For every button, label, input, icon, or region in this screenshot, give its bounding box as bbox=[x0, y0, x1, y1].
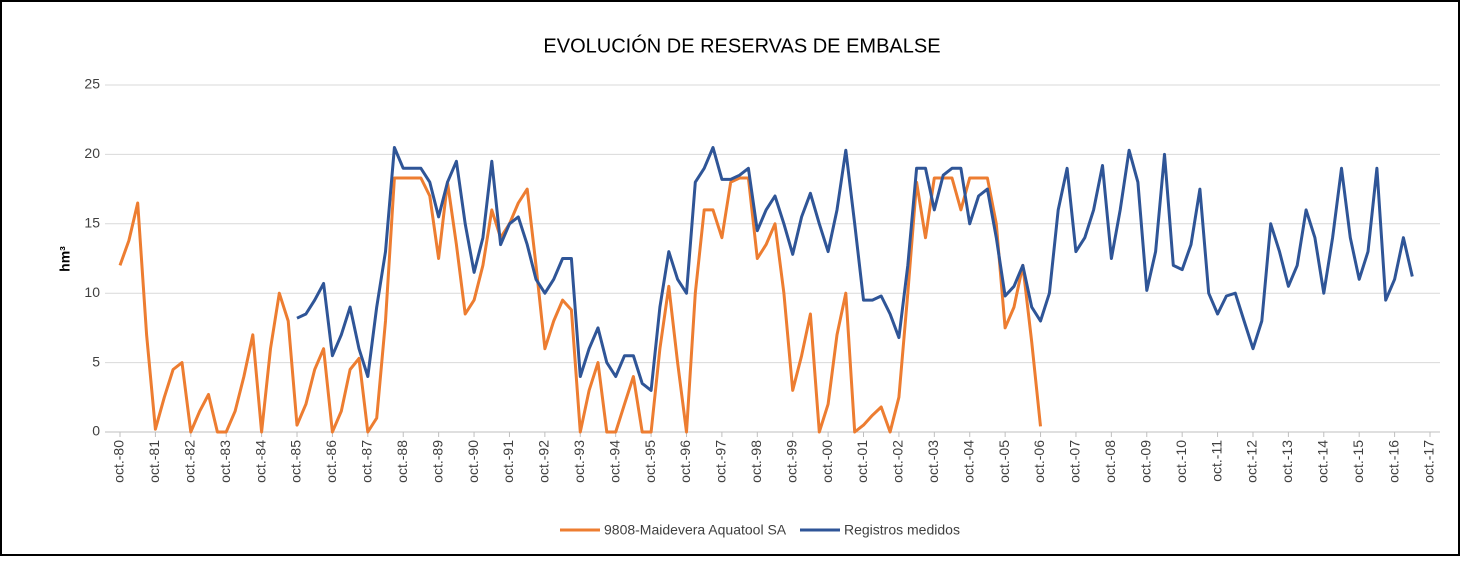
series-line bbox=[118, 176, 1042, 434]
x-tick-label: oct.-09 bbox=[1137, 440, 1153, 483]
x-tick-label: oct.-13 bbox=[1279, 440, 1295, 483]
x-tick-label: oct.-95 bbox=[642, 440, 658, 483]
x-tick-label: oct.-04 bbox=[960, 440, 976, 483]
x-tick-label: oct.-80 bbox=[111, 440, 127, 483]
x-tick-label: oct.-85 bbox=[288, 440, 304, 483]
x-tick-label: oct.-05 bbox=[996, 440, 1012, 483]
x-tick-label: oct.-81 bbox=[146, 440, 162, 483]
x-tick-label: oct.-82 bbox=[182, 440, 198, 483]
x-tick-label: oct.-11 bbox=[1208, 440, 1224, 482]
x-tick-label: oct.-98 bbox=[748, 440, 764, 483]
series-line bbox=[296, 146, 1414, 392]
x-tick-label: oct.-91 bbox=[500, 440, 516, 483]
x-tick-label: oct.-15 bbox=[1350, 440, 1366, 483]
x-tick-label: oct.-17 bbox=[1421, 440, 1437, 483]
x-tick-label: oct.-00 bbox=[819, 440, 835, 483]
y-tick-label: 0 bbox=[92, 423, 100, 439]
x-tick-label: oct.-03 bbox=[925, 440, 941, 483]
x-tick-label: oct.-07 bbox=[1067, 440, 1083, 483]
x-tick-label: oct.-94 bbox=[606, 440, 622, 483]
x-tick-label: oct.-88 bbox=[394, 440, 410, 483]
y-tick-label: 20 bbox=[84, 145, 100, 161]
x-tick-label: oct.-92 bbox=[536, 440, 552, 483]
x-tick-label: oct.-93 bbox=[571, 440, 587, 483]
x-tick-label: oct.-86 bbox=[323, 440, 339, 483]
y-tick-label: 15 bbox=[84, 215, 100, 231]
x-tick-label: oct.-16 bbox=[1385, 440, 1401, 483]
y-tick-label: 10 bbox=[84, 284, 100, 300]
x-tick-label: oct.-83 bbox=[217, 440, 233, 483]
x-tick-label: oct.-89 bbox=[429, 440, 445, 483]
legend-label: Registros medidos bbox=[844, 522, 960, 538]
x-tick-label: oct.-97 bbox=[713, 440, 729, 483]
x-tick-label: oct.-84 bbox=[252, 440, 268, 483]
chart-title: EVOLUCIÓN DE RESERVAS DE EMBALSE bbox=[543, 34, 940, 57]
x-tick-label: oct.-14 bbox=[1314, 440, 1330, 483]
y-tick-label: 5 bbox=[92, 353, 100, 369]
x-tick-label: oct.-02 bbox=[890, 440, 906, 483]
y-tick-label: 25 bbox=[84, 76, 100, 92]
x-tick-label: oct.-87 bbox=[359, 440, 375, 483]
x-tick-label: oct.-96 bbox=[677, 440, 693, 483]
x-tick-label: oct.-10 bbox=[1173, 440, 1189, 483]
x-tick-label: oct.-08 bbox=[1102, 440, 1118, 483]
x-tick-label: oct.-01 bbox=[854, 440, 870, 483]
x-tick-label: oct.-06 bbox=[1031, 440, 1047, 483]
y-axis-label: hm³ bbox=[57, 246, 73, 272]
x-tick-label: oct.-12 bbox=[1244, 440, 1260, 483]
legend-label: 9808-Maidevera Aquatool SA bbox=[604, 522, 787, 538]
x-tick-label: oct.-90 bbox=[465, 440, 481, 483]
x-tick-label: oct.-99 bbox=[783, 440, 799, 483]
